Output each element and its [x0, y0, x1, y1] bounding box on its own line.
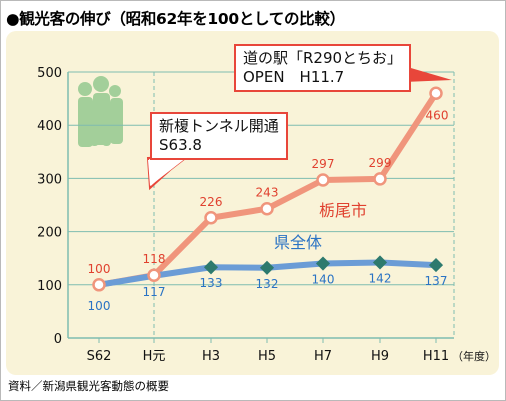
source-note: 資料／新潟県観光客動態の概要 [8, 379, 169, 393]
figure-title: ●観光客の伸び（昭和62年を100としての比較） [6, 10, 345, 28]
data-label-prefecture: 117 [143, 285, 166, 299]
data-point-tochio [92, 278, 106, 292]
x-tick-label: S62 [87, 349, 112, 364]
data-label-tochio: 100 [88, 262, 111, 276]
x-tick-label: H3 [202, 349, 220, 364]
data-point-prefecture [203, 260, 219, 275]
annotation-station-line-1: 道の駅「R290とちお」 [243, 49, 403, 67]
series-name-prefecture: 県全体 [274, 233, 322, 252]
y-tick-label: 400 [37, 119, 62, 134]
data-label-tochio: 297 [312, 157, 335, 171]
y-tick-label: 300 [37, 172, 62, 187]
data-label-tochio: 460 [426, 108, 449, 122]
data-label-tochio: 118 [143, 252, 166, 266]
annotation-station-pointer [404, 66, 452, 82]
annotation-tunnel-callout: 新榎トンネル開通 S63.8 [150, 112, 288, 160]
y-tick-label: 0 [54, 332, 62, 347]
data-point-tochio [316, 173, 330, 187]
x-tick-label: H9 [371, 349, 389, 364]
data-label-prefecture: 100 [88, 299, 111, 313]
data-point-prefecture [259, 260, 275, 275]
x-tick-label: H5 [258, 349, 276, 364]
data-label-tochio: 243 [256, 186, 279, 200]
annotation-tunnel-line-1: 新榎トンネル開通 [159, 117, 279, 135]
data-point-tochio [429, 86, 443, 101]
y-tick-label: 500 [37, 66, 62, 81]
data-point-prefecture [372, 255, 388, 270]
series-name-tochio: 栃尾市 [319, 201, 367, 220]
x-tick-label: H7 [314, 349, 332, 364]
people-family-icon [78, 76, 123, 147]
data-label-prefecture: 137 [425, 274, 448, 288]
data-label-prefecture: 140 [312, 273, 335, 287]
data-point-tochio [147, 268, 161, 282]
data-point-tochio [204, 211, 218, 225]
data-label-prefecture: 142 [369, 271, 392, 285]
data-point-tochio [260, 201, 274, 216]
data-label-tochio: 299 [369, 156, 392, 170]
y-tick-label: 100 [37, 279, 62, 294]
data-point-prefecture [428, 258, 444, 273]
data-point-tochio [373, 172, 387, 186]
data-label-prefecture: 132 [256, 277, 279, 291]
annotation-roadside-station-callout: 道の駅「R290とちお」 OPEN H11.7 [234, 44, 412, 92]
x-tick-label: H11 [423, 349, 449, 364]
annotation-station-line-2: OPEN H11.7 [243, 68, 345, 86]
data-label-tochio: 226 [200, 195, 223, 209]
data-point-prefecture [315, 256, 331, 271]
data-label-prefecture: 133 [200, 276, 223, 290]
x-tick-label: H元 [143, 349, 166, 364]
annotation-tunnel-line-2: S63.8 [159, 136, 202, 154]
annotation-tunnel-pointer-fill [148, 158, 186, 186]
x-unit-label: （年度） [452, 349, 496, 363]
y-tick-label: 200 [37, 226, 62, 241]
